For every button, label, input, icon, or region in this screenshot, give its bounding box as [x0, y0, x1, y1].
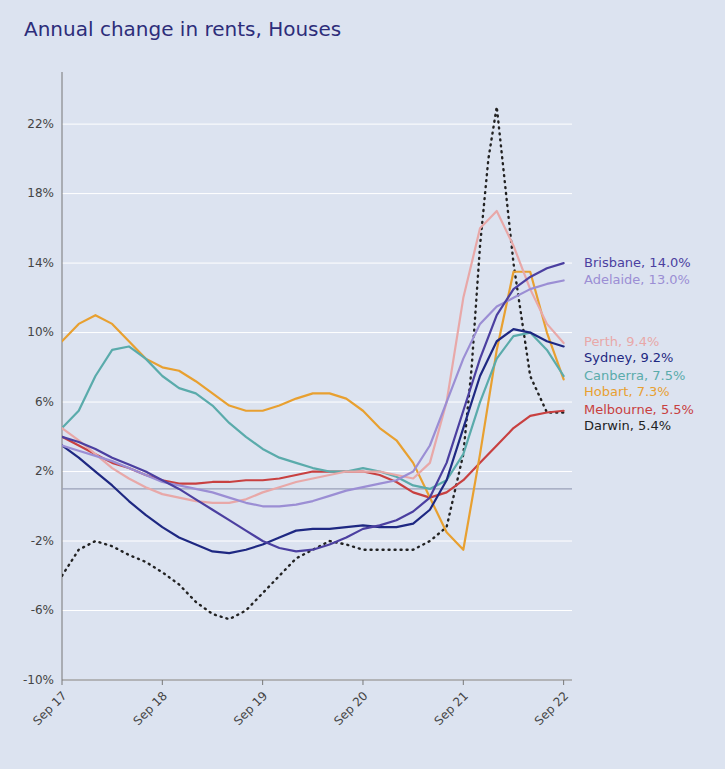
x-tick-label: Sep 18 — [131, 689, 170, 728]
grid-line — [62, 610, 572, 611]
x-tick — [463, 680, 464, 685]
grid — [62, 124, 572, 680]
title: Annual change in rents, Houses — [24, 17, 341, 41]
x-tick-label: Sep 19 — [231, 689, 270, 728]
y-tick-label: 22% — [27, 117, 54, 131]
y-tick-label: -6% — [31, 603, 54, 617]
plot-area — [62, 107, 572, 619]
x-tick-label: Sep 20 — [331, 689, 370, 728]
series-line — [62, 333, 564, 489]
series-line — [62, 280, 564, 506]
series-line — [62, 107, 564, 619]
legend-label: Darwin, 5.4% — [584, 418, 671, 433]
legend-label: Brisbane, 14.0% — [584, 255, 691, 270]
x-tick — [162, 680, 163, 685]
y-tick-label: -2% — [31, 534, 54, 548]
y-tick-label: 2% — [35, 464, 54, 478]
x-tick — [62, 680, 63, 685]
series-line — [62, 329, 564, 553]
grid-line — [62, 541, 572, 542]
legend-label: Adelaide, 13.0% — [584, 272, 690, 287]
reference-line — [62, 488, 572, 489]
x-tick-label: Sep 21 — [432, 689, 471, 728]
grid-line — [62, 193, 572, 194]
grid-line — [62, 332, 572, 333]
legend-label: Sydney, 9.2% — [584, 350, 673, 365]
grid-line — [62, 402, 572, 403]
x-tick-label: Sep 22 — [532, 689, 571, 728]
legend-label: Canberra, 7.5% — [584, 368, 685, 383]
y-axis-line — [62, 72, 63, 680]
x-axis-line — [62, 680, 572, 681]
grid-line — [62, 680, 572, 681]
x-tick — [563, 680, 564, 685]
series-line — [62, 411, 564, 498]
y-tick-label: 10% — [27, 325, 54, 339]
grid-line — [62, 124, 572, 125]
y-tick-label: 6% — [35, 395, 54, 409]
y-tick-label: -10% — [23, 673, 54, 687]
y-tick-label: 14% — [27, 256, 54, 270]
series-line — [62, 263, 564, 551]
x-tick — [262, 680, 263, 685]
grid-line — [62, 263, 572, 264]
legend-label: Perth, 9.4% — [584, 334, 659, 349]
chart: Annual change in rents, Houses -10% -6% -2%… — [0, 0, 725, 769]
background — [0, 0, 725, 769]
series-line — [62, 211, 564, 503]
y-tick-label: 18% — [27, 186, 54, 200]
x-tick-label: Sep 17 — [30, 689, 69, 728]
legend-label: Melbourne, 5.5% — [584, 402, 694, 417]
x-tick — [362, 680, 363, 685]
legend-label: Hobart, 7.3% — [584, 384, 670, 399]
